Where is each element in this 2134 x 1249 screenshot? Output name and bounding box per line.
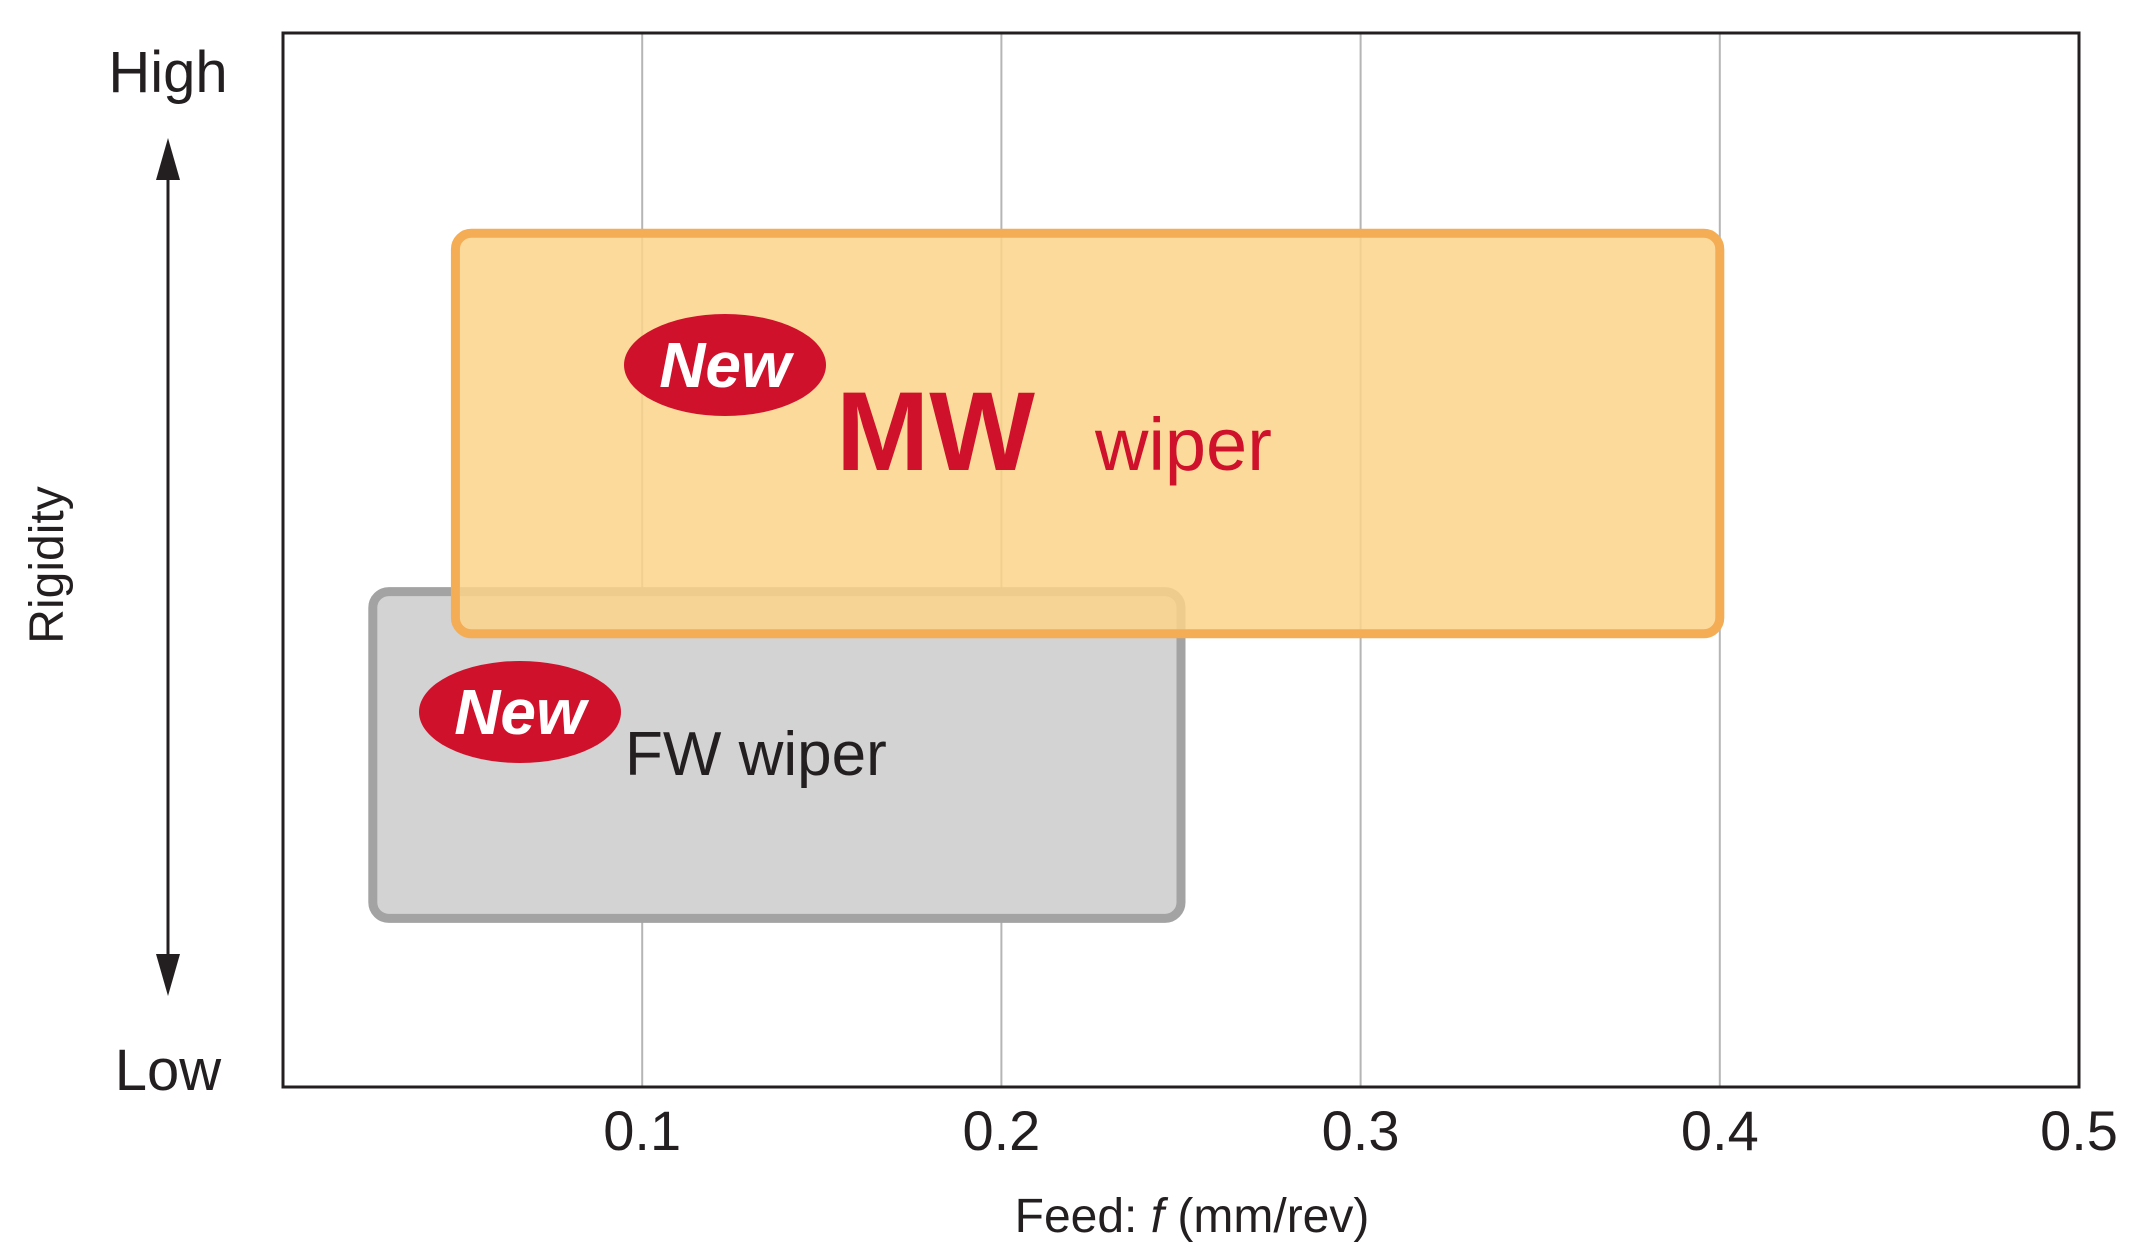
mw-new-badge-text: New (659, 329, 795, 401)
x-tick-label: 0.1 (603, 1099, 681, 1162)
mw-new-badge (624, 314, 826, 416)
mw-wiper-label-group: New MW wiper (624, 314, 1272, 494)
range-boxes (368, 228, 1725, 923)
x-tick-label: 0.2 (962, 1099, 1040, 1162)
plot-area-frame (281, 31, 2081, 1089)
fw-wiper-label-group: New FW wiper (419, 661, 887, 789)
x-axis-title: Feed: f (mm/rev) (1015, 1190, 1370, 1243)
y-axis-low-label: Low (115, 1038, 223, 1103)
fw-new-badge (419, 661, 621, 763)
x-tick-label: 0.5 (2040, 1099, 2118, 1162)
mw-wiper-label-sub: wiper (1094, 403, 1272, 486)
x-tick-label: 0.3 (1322, 1099, 1400, 1162)
fw-new-badge-text: New (454, 676, 590, 748)
y-axis-title: Rigidity (21, 486, 74, 643)
y-axis-high-label: High (108, 40, 227, 105)
arrow-down-icon (156, 954, 180, 996)
arrow-up-icon (156, 138, 180, 180)
x-axis-ticks: 0.1 0.2 0.3 0.4 0.5 (603, 1099, 2118, 1162)
mw-wiper-label-main: MW (836, 369, 1035, 494)
x-tick-label: 0.4 (1681, 1099, 1759, 1162)
mw-wiper-box (450, 228, 1725, 639)
fw-wiper-label: FW wiper (625, 720, 887, 789)
